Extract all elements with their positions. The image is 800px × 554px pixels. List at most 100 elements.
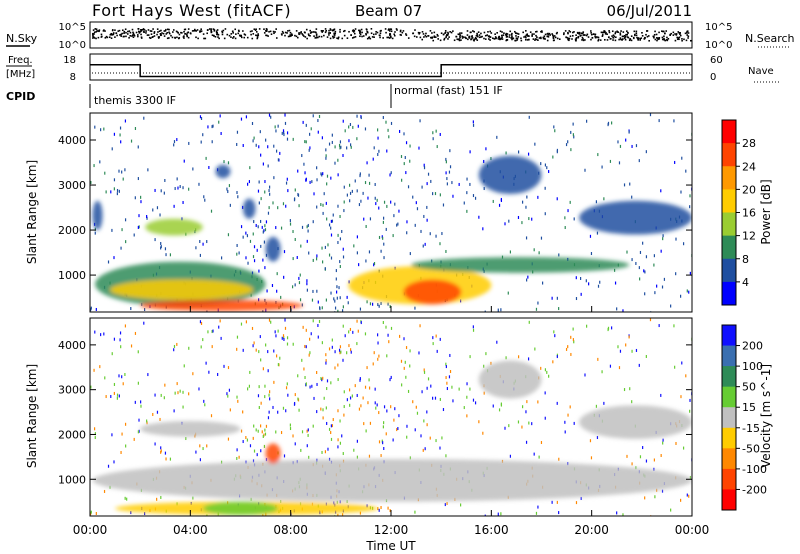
velocity-speckle-cell [265,343,267,347]
power-speckle-cell [426,205,428,209]
velocity-speckle-cell [337,363,339,367]
velocity-speckle-cell [625,343,627,347]
noise-point [487,31,489,33]
noise-point [160,29,162,32]
velocity-speckle-cell [110,394,112,398]
velocity-speckle-cell [423,368,425,372]
power-speckle-cell [427,172,430,176]
noise-point [534,39,536,41]
noise-point [578,33,581,35]
velocity-speckle-cell [280,499,282,503]
power-speckle-cell [177,186,179,190]
velocity-speckle-cell [449,353,451,357]
noise-point [600,31,603,34]
power-speckle-cell [322,211,324,215]
noise-point [500,34,503,37]
velocity-speckle-cell [339,419,341,423]
power-speckle-cell [279,151,281,155]
power-speckle-cell [264,180,266,184]
power-speckle-cell [306,225,308,229]
velocity-speckle-cell [242,410,244,414]
power-speckle-cell [338,286,340,290]
velocity-speckle-cell [533,452,535,456]
velocity-speckle-cell [436,349,438,353]
power-speckle-cell [330,226,332,230]
noise-point [288,29,291,32]
power-speckle-cell [406,231,408,235]
velocity-speckle-cell [169,457,172,461]
velocity-speckle-cell [253,449,256,453]
noise-point [635,30,638,33]
noise-point [637,37,640,39]
noise-point [208,28,211,30]
velocity-speckle-cell [283,337,285,341]
noise-point [474,37,477,39]
velocity-speckle-cell [645,459,648,463]
noise-point [294,34,296,37]
power-speckle-cell [302,120,304,124]
noise-point [232,30,234,33]
power-speckle-cell [387,128,389,132]
velocity-speckle-cell [674,365,676,369]
noise-point [676,38,679,41]
power-region-0 [92,200,103,231]
power-speckle-cell [121,170,123,174]
noise-point [447,31,449,34]
noise-point [334,30,337,33]
power-speckle-cell [466,209,468,213]
velocity-speckle-cell [316,382,318,386]
velocity-speckle-cell [118,394,120,398]
velocity-speckle-cell [357,329,359,333]
noise-point [339,31,341,33]
velocity-speckle-cell [628,335,630,339]
power-speckle-cell [200,117,203,121]
power-speckle-cell [421,185,423,189]
power-speckle-cell [607,121,610,125]
power-speckle-cell [525,236,528,240]
power-speckle-cell [258,201,260,205]
power-speckle-cell [192,167,194,171]
noise-point [110,37,113,40]
power-speckle-cell [304,171,306,175]
velocity-speckle-cell [253,341,255,345]
velocity-speckle-cell [160,449,162,453]
noise-point [314,37,317,39]
noise-point [254,29,257,32]
power-speckle-cell [611,121,613,125]
noise-point [315,35,318,37]
y-tick-label: 4000 [58,339,86,352]
power-speckle-cell [429,232,431,236]
velocity-speckle-cell [377,333,379,337]
velocity-speckle-cell [284,318,286,322]
power-speckle-cell [435,129,437,133]
noise-point [681,39,683,42]
power-speckle-cell [330,219,332,223]
power-speckle-cell [356,189,358,193]
noise-point [630,35,633,37]
noise-point [213,30,216,32]
noise-point [476,32,478,35]
noise-point [524,38,527,41]
noise-point [140,28,143,31]
noise-point [515,37,518,39]
velocity-speckle-cell [619,349,622,353]
noise-point [97,30,99,32]
noise-point [182,36,185,38]
power-speckle-cell [93,164,95,168]
noise-point [653,36,655,39]
noise-point [351,37,354,39]
noise-point [296,36,299,39]
noise-point [207,29,209,31]
noise-point [352,31,355,33]
velocity-speckle-cell [103,332,105,336]
noise-point [177,32,180,34]
power-speckle-cell [316,178,318,182]
colorbar-segment [722,345,736,367]
noise-point [255,28,257,31]
power-speckle-cell [590,252,593,256]
velocity-speckle-cell [297,374,299,378]
power-speckle-cell [483,187,485,191]
noise-point [529,31,532,33]
velocity-speckle-cell [353,448,355,452]
power-speckle-cell [203,195,205,199]
